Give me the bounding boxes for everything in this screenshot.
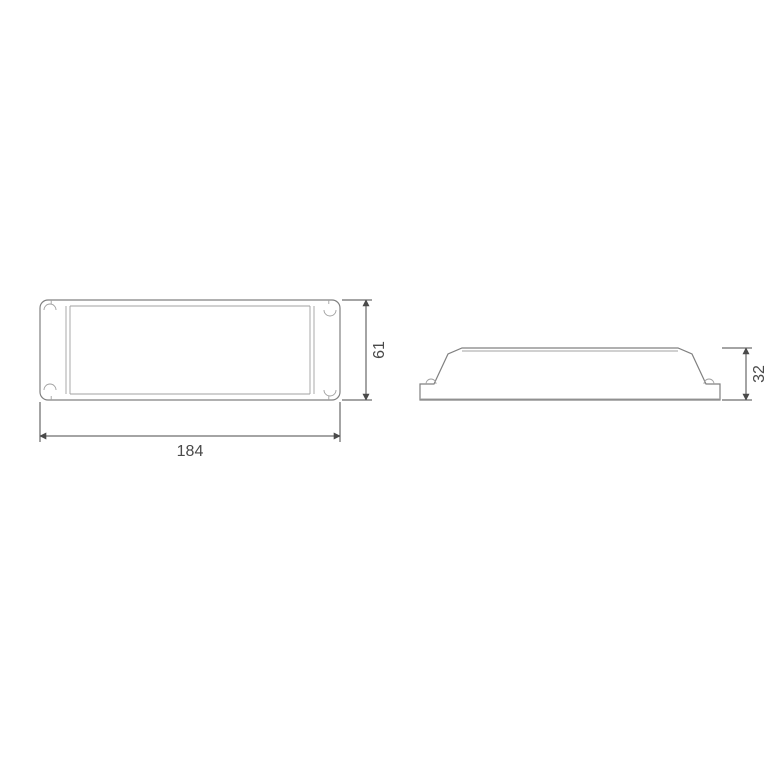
technical-drawing: 184 61 32 [0, 0, 768, 768]
top-view [40, 300, 340, 400]
side-view [420, 348, 720, 400]
dim-height-61: 61 [371, 341, 388, 359]
dimensions: 184 61 32 [40, 300, 768, 460]
dim-width-184: 184 [177, 443, 204, 460]
dim-height-32: 32 [751, 365, 768, 383]
